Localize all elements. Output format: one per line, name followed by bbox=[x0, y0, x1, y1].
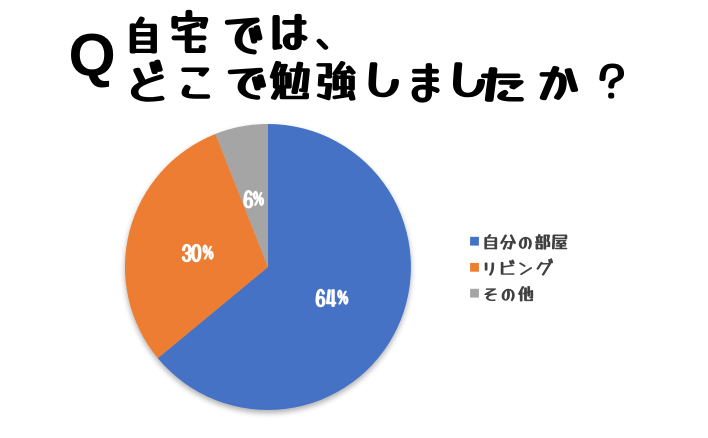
svg-text:Q: Q bbox=[69, 20, 116, 88]
